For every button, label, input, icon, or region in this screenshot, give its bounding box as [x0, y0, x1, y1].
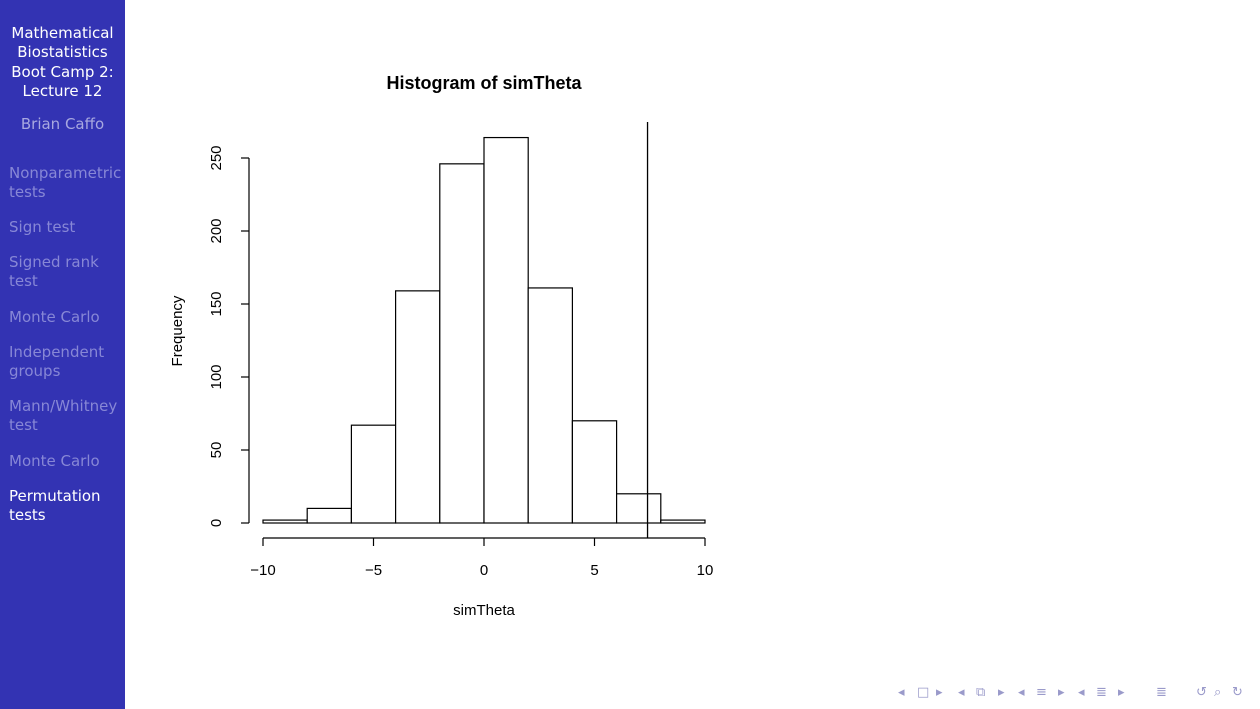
sidebar-item-permutation-tests[interactable]: Permutation tests: [9, 487, 125, 525]
section-next-icon[interactable]: ▸: [1058, 685, 1065, 700]
sidebar-item-mann-whitney-test[interactable]: Mann/Whitney test: [9, 397, 125, 435]
beamer-navigation-controls: ◂ □ ▸ ◂ ⧉ ▸ ◂ ≡ ▸ ◂ ≣ ▸ ≣ ↺ ⌕ ↻: [898, 684, 1254, 702]
appendix-icon[interactable]: ≣: [1156, 685, 1167, 700]
x-tick-label: 0: [480, 562, 488, 579]
y-tick-label: 250: [208, 145, 225, 170]
section-icon[interactable]: ≡: [1036, 685, 1047, 700]
sidebar-item-label: tests: [9, 506, 46, 524]
subsection-prev-icon[interactable]: ◂: [958, 685, 965, 700]
sidebar-item-label: Mann/Whitney: [9, 397, 118, 415]
histogram-chart: Histogram of simTheta −10 −5 0 5 10 0 50 100 15…: [169, 73, 714, 619]
sidebar-item-nonparametric-tests[interactable]: Nonparametric tests: [9, 164, 125, 202]
sidebar: Mathematical Biostatistics Boot Camp 2: …: [0, 0, 125, 709]
histogram-bar: [350, 424, 397, 524]
y-tick-label: 100: [208, 364, 225, 389]
sidebar-item-label: Nonparametric: [9, 164, 122, 182]
histogram-bar: [660, 519, 706, 524]
sidebar-item-label: tests: [9, 183, 46, 201]
chart-title: Histogram of simTheta: [386, 73, 582, 93]
sidebar-item-label: Independent: [9, 343, 105, 361]
deck-title-line: Lecture 12: [22, 82, 103, 101]
y-tick-label: 0: [208, 519, 225, 527]
x-axis: −10 −5 0 5 10: [250, 537, 714, 579]
sidebar-item-independent-groups[interactable]: Independent groups: [9, 343, 125, 381]
search-icon[interactable]: ⌕: [1214, 685, 1222, 700]
section-prev-icon[interactable]: ◂: [1018, 685, 1025, 700]
histogram-bar: [571, 420, 618, 524]
histogram-bar: [483, 136, 529, 524]
histogram-bar: [616, 493, 662, 524]
document-next-icon[interactable]: ▸: [1118, 685, 1125, 700]
sidebar-item-label: Sign test: [9, 218, 76, 236]
x-tick-label: 5: [590, 562, 598, 579]
histogram-bar: [439, 163, 485, 524]
back-icon[interactable]: ↺: [1196, 685, 1207, 700]
y-tick-label: 200: [208, 218, 225, 243]
histogram-bar: [527, 287, 574, 524]
y-axis-label: Frequency: [169, 295, 186, 366]
x-tick-label: 10: [697, 562, 714, 579]
subsection-next-icon[interactable]: ▸: [998, 685, 1005, 700]
sidebar-item-signed-rank-test[interactable]: Signed rank test: [9, 253, 125, 291]
frame-prev-icon[interactable]: ◂: [898, 685, 905, 700]
sidebar-item-label: Monte Carlo: [9, 452, 100, 470]
sidebar-item-label: test: [9, 272, 38, 290]
frame-next-icon[interactable]: ▸: [936, 685, 943, 700]
histogram-bar: [306, 507, 352, 524]
deck-author: Brian Caffo: [20, 115, 105, 133]
forward-icon[interactable]: ↻: [1232, 685, 1243, 700]
sidebar-item-monte-carlo[interactable]: Monte Carlo: [9, 308, 125, 327]
document-icon[interactable]: ≣: [1096, 685, 1107, 700]
histogram-bar: [262, 519, 308, 524]
y-axis: 0 50 100 150 200 250: [208, 145, 250, 527]
deck-title-line: Biostatistics: [17, 43, 108, 62]
deck-title: Mathematical Biostatistics Boot Camp 2: …: [0, 24, 125, 102]
sidebar-item-sign-test[interactable]: Sign test: [9, 218, 125, 237]
x-tick-label: −5: [365, 562, 382, 579]
sidebar-item-label: test: [9, 416, 38, 434]
y-tick-label: 50: [208, 442, 225, 459]
deck-title-line: Boot Camp 2:: [11, 62, 114, 81]
histogram-bar: [395, 290, 441, 524]
sidebar-item-label: Monte Carlo: [9, 308, 100, 326]
subsection-icon[interactable]: ⧉: [976, 685, 986, 700]
sidebar-item-monte-carlo-2[interactable]: Monte Carlo: [9, 452, 125, 471]
document-prev-icon[interactable]: ◂: [1078, 685, 1085, 700]
y-tick-label: 150: [208, 291, 225, 316]
histogram-bars: [262, 136, 706, 524]
deck-title-line: Mathematical: [11, 24, 114, 42]
x-axis-label: simTheta: [453, 602, 515, 619]
x-tick-label: −10: [250, 562, 275, 579]
sidebar-item-label: Signed rank: [9, 253, 99, 271]
sidebar-item-label: Permutation: [9, 487, 101, 505]
frame-icon[interactable]: □: [917, 685, 930, 700]
sidebar-item-label: groups: [9, 362, 61, 380]
